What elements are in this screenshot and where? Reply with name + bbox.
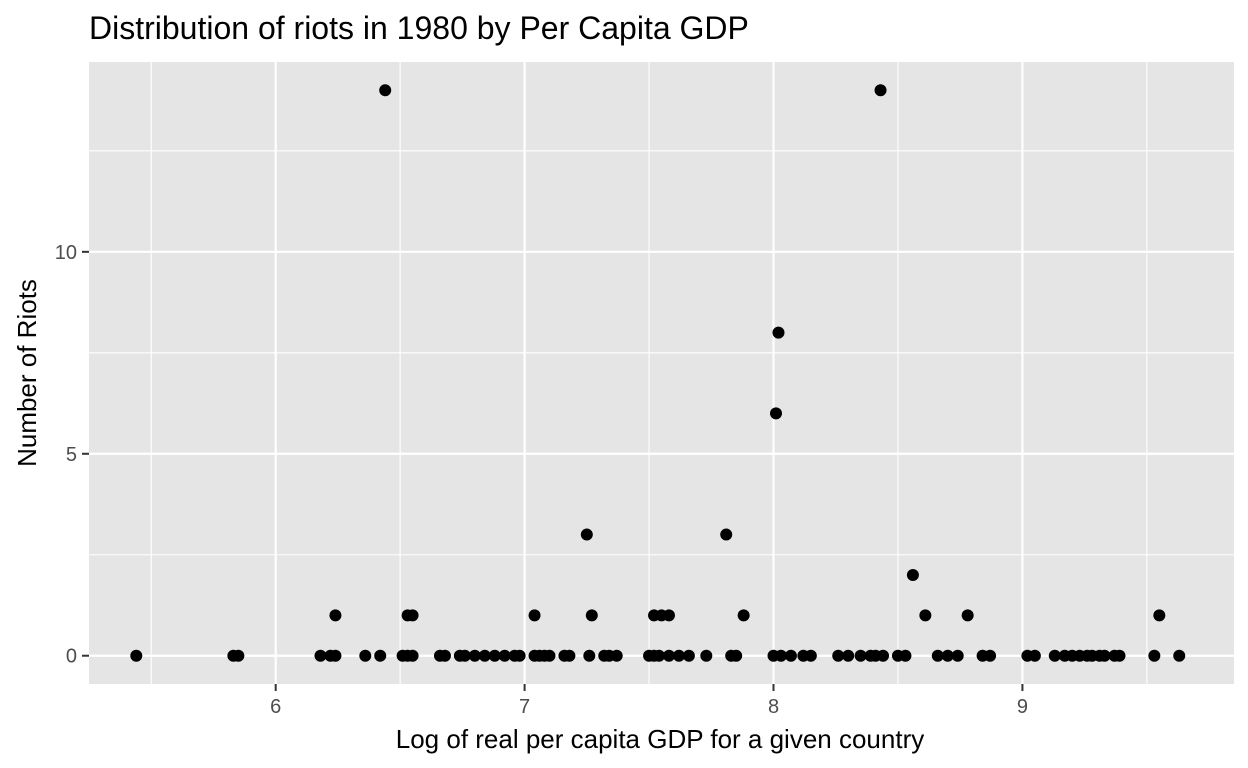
data-point xyxy=(379,84,392,97)
data-point xyxy=(406,609,419,622)
data-point xyxy=(513,649,526,662)
data-point xyxy=(1113,649,1126,662)
data-point xyxy=(919,609,932,622)
y-tick-label: 10 xyxy=(55,242,77,264)
data-point xyxy=(931,649,944,662)
data-point xyxy=(804,649,817,662)
data-point xyxy=(314,649,327,662)
data-point xyxy=(662,609,675,622)
data-point xyxy=(772,326,785,339)
tick-labels: 6 7 8 9 0 5 10 xyxy=(55,242,1028,718)
data-point xyxy=(682,649,695,662)
data-point xyxy=(580,528,593,541)
data-point xyxy=(737,609,750,622)
data-point xyxy=(770,407,782,420)
data-point xyxy=(774,649,787,662)
x-tick-label: 7 xyxy=(519,696,530,718)
data-point xyxy=(700,649,713,662)
data-point xyxy=(329,609,342,622)
data-point xyxy=(874,84,887,97)
data-point xyxy=(832,649,845,662)
data-point xyxy=(784,649,797,662)
data-point xyxy=(984,649,997,662)
x-tick-label: 8 xyxy=(768,696,779,718)
data-point xyxy=(232,649,245,662)
data-point xyxy=(842,649,855,662)
y-tick-label: 5 xyxy=(66,444,77,466)
data-point xyxy=(359,649,372,662)
data-point xyxy=(961,609,974,622)
data-point xyxy=(1148,649,1161,662)
x-tick-label: 6 xyxy=(270,696,281,718)
data-point xyxy=(720,528,733,541)
data-point xyxy=(899,649,912,662)
data-point xyxy=(468,649,481,662)
data-point xyxy=(951,649,964,662)
data-point xyxy=(498,649,511,662)
x-axis-title: Log of real per capita GDP for a given c… xyxy=(396,724,924,754)
data-point xyxy=(610,649,623,662)
data-point xyxy=(583,649,596,662)
data-points xyxy=(130,84,1186,662)
data-point xyxy=(488,649,501,662)
y-tick-label: 0 xyxy=(66,646,77,668)
data-point xyxy=(1028,649,1041,662)
data-point xyxy=(585,609,598,622)
data-point xyxy=(854,649,867,662)
data-point xyxy=(528,609,541,622)
data-point xyxy=(662,649,675,662)
data-point xyxy=(941,649,954,662)
data-point xyxy=(906,568,919,581)
data-point xyxy=(563,649,576,662)
data-point xyxy=(730,649,743,662)
data-point xyxy=(438,649,451,662)
data-point xyxy=(877,649,890,662)
chart-title: Distribution of riots in 1980 by Per Cap… xyxy=(89,10,749,46)
data-point xyxy=(406,649,419,662)
data-point xyxy=(374,649,387,662)
data-point xyxy=(653,649,666,662)
plot-panel xyxy=(89,62,1234,684)
data-point xyxy=(130,649,143,662)
data-point xyxy=(478,649,491,662)
data-point xyxy=(1153,609,1166,622)
data-point xyxy=(543,649,556,662)
data-point xyxy=(672,649,685,662)
x-tick-label: 9 xyxy=(1017,696,1028,718)
y-axis-title: Number of Riots xyxy=(12,279,42,467)
data-point xyxy=(1048,649,1061,662)
data-point xyxy=(1173,649,1186,662)
data-point xyxy=(458,649,471,662)
data-point xyxy=(1098,649,1111,662)
data-point xyxy=(329,649,342,662)
minor-gridlines xyxy=(89,62,1234,684)
axis-ticks xyxy=(82,250,1024,691)
